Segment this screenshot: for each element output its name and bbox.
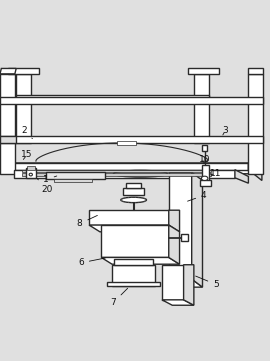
Text: 4: 4 <box>188 191 207 201</box>
Polygon shape <box>192 173 202 287</box>
Ellipse shape <box>113 170 167 177</box>
Bar <box>200 180 211 186</box>
Bar <box>22 173 211 176</box>
Bar <box>202 145 207 151</box>
Text: 7: 7 <box>110 288 128 307</box>
Bar <box>54 179 92 182</box>
Bar <box>112 265 155 286</box>
Polygon shape <box>169 279 202 287</box>
Bar <box>181 235 188 241</box>
Polygon shape <box>169 210 180 232</box>
Polygon shape <box>101 257 180 264</box>
Bar <box>16 74 31 143</box>
Polygon shape <box>14 163 248 170</box>
Polygon shape <box>0 136 16 143</box>
Bar <box>27 166 35 170</box>
Text: 10: 10 <box>200 155 211 164</box>
Text: 20: 20 <box>37 178 53 193</box>
Polygon shape <box>0 69 16 74</box>
Bar <box>46 171 105 179</box>
Polygon shape <box>248 163 262 180</box>
Bar <box>101 225 169 257</box>
Bar <box>107 282 160 286</box>
Polygon shape <box>235 170 248 183</box>
Polygon shape <box>169 225 180 264</box>
Text: 5: 5 <box>196 276 219 289</box>
Polygon shape <box>16 95 209 102</box>
Polygon shape <box>8 69 39 74</box>
Text: 6: 6 <box>78 258 105 268</box>
Polygon shape <box>162 300 194 305</box>
Text: 15: 15 <box>21 150 33 160</box>
Polygon shape <box>248 68 263 74</box>
Text: 1: 1 <box>43 175 57 184</box>
Bar <box>117 142 136 145</box>
Polygon shape <box>0 74 15 174</box>
Bar <box>194 74 209 143</box>
Text: 8: 8 <box>77 216 97 228</box>
Bar <box>123 188 144 195</box>
Bar <box>114 259 153 265</box>
Text: 3: 3 <box>222 126 228 135</box>
Bar <box>22 170 211 173</box>
Polygon shape <box>248 74 263 174</box>
Text: 2: 2 <box>22 126 32 139</box>
Bar <box>26 168 36 178</box>
Polygon shape <box>0 136 263 143</box>
Ellipse shape <box>121 197 146 203</box>
Bar <box>126 183 141 188</box>
Ellipse shape <box>29 173 32 176</box>
Polygon shape <box>89 225 180 232</box>
Polygon shape <box>0 97 263 104</box>
Text: 11: 11 <box>210 169 222 178</box>
Bar <box>169 173 192 279</box>
Bar <box>162 265 184 300</box>
Polygon shape <box>184 265 194 305</box>
Bar <box>202 165 209 180</box>
Polygon shape <box>14 170 235 178</box>
Bar <box>89 210 169 225</box>
Polygon shape <box>188 69 219 74</box>
Polygon shape <box>0 163 262 174</box>
Ellipse shape <box>201 176 208 180</box>
